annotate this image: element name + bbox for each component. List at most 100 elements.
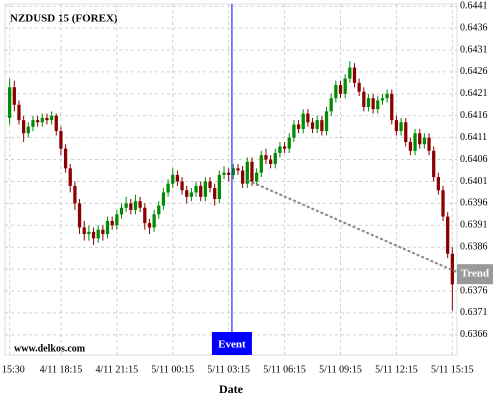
- candle-body: [254, 172, 259, 182]
- y-tick-label: 0.6366: [460, 329, 488, 340]
- candle-body: [329, 98, 333, 112]
- candle-body: [259, 155, 263, 173]
- candle-body: [315, 120, 319, 129]
- candle-body: [301, 113, 305, 129]
- candle-body: [143, 207, 147, 224]
- candle-body: [306, 113, 310, 123]
- candle-body: [446, 216, 450, 254]
- x-tick-label: 1 15:30: [0, 364, 25, 375]
- candle-body: [250, 161, 254, 182]
- candle-body: [287, 137, 291, 149]
- candle-body: [357, 82, 361, 92]
- candle-body: [413, 133, 417, 151]
- candle-body: [213, 188, 217, 199]
- candle-body: [152, 214, 156, 228]
- candle-body: [82, 227, 86, 235]
- candle-body: [245, 161, 249, 184]
- candle-body: [199, 185, 203, 197]
- candle-body: [343, 78, 347, 94]
- event-label: Event: [218, 339, 246, 351]
- candle-body: [208, 181, 212, 189]
- x-tick-label: 5/11 06:15: [263, 364, 306, 375]
- candle-body: [418, 133, 422, 145]
- candle-body: [390, 93, 394, 121]
- candle-body: [422, 137, 427, 145]
- x-axis-label: Date: [219, 382, 244, 396]
- y-tick-label: 0.6376: [460, 285, 488, 296]
- candle-body: [45, 117, 49, 121]
- candle-body: [138, 201, 142, 208]
- candle-body: [227, 172, 231, 175]
- candle-body: [404, 122, 408, 143]
- candle-body: [394, 120, 399, 132]
- x-tick-label: 5/11 12:15: [375, 364, 418, 375]
- x-tick-label: 4/11 18:15: [40, 364, 83, 375]
- candle-body: [189, 192, 194, 197]
- candle-body: [334, 85, 338, 99]
- candle-body: [77, 203, 82, 228]
- candle-body: [385, 93, 389, 99]
- y-tick-label: 0.6426: [460, 66, 488, 77]
- candle-body: [119, 207, 124, 215]
- y-tick-label: 0.6396: [460, 198, 488, 209]
- candle-body: [222, 172, 226, 175]
- y-tick-label: 0.6421: [460, 88, 488, 99]
- candle-body: [282, 146, 287, 149]
- event-label-box: [211, 332, 252, 355]
- candle-body: [91, 231, 96, 239]
- candle-body: [31, 120, 35, 127]
- y-tick-label: 0.6406: [460, 154, 488, 165]
- candle-body: [408, 142, 413, 151]
- candle-body: [96, 229, 100, 239]
- candle-body: [101, 229, 105, 235]
- candle-body: [236, 168, 240, 171]
- trend-line: [246, 179, 458, 274]
- candle-body: [432, 150, 436, 178]
- candle-body: [73, 185, 77, 204]
- trend-label-box: [457, 264, 493, 285]
- x-tick-label: 5/11 09:15: [319, 364, 362, 375]
- candle-body: [171, 174, 175, 184]
- candle-body: [366, 98, 371, 107]
- y-tick-label: 0.6441: [460, 0, 488, 11]
- candle-body: [194, 185, 198, 193]
- candle-body: [324, 111, 329, 132]
- candle-body: [264, 155, 268, 160]
- candle-body: [124, 203, 128, 208]
- candle-body: [166, 183, 170, 193]
- candle-body: [231, 168, 235, 175]
- candle-body: [241, 170, 245, 184]
- candle-body: [175, 174, 180, 182]
- candle-body: [320, 120, 324, 132]
- candle-body: [217, 174, 221, 199]
- candle-body: [129, 203, 133, 210]
- plot-area: [4, 3, 458, 356]
- candle-body: [362, 91, 366, 107]
- candle-body: [185, 190, 189, 197]
- x-tick-label: 5/11 15:15: [431, 364, 474, 375]
- candle-body: [273, 152, 277, 164]
- candle-body: [87, 231, 91, 235]
- candle-body: [436, 177, 440, 191]
- candle-body: [133, 201, 138, 210]
- candle-body: [427, 137, 431, 151]
- y-tick-label: 0.6391: [460, 220, 488, 231]
- y-tick-label: 0.6386: [460, 241, 488, 252]
- candle-body: [35, 120, 40, 123]
- candle-body: [376, 100, 380, 110]
- candle-body: [68, 168, 72, 186]
- candle-body: [371, 98, 375, 110]
- candle-body: [115, 214, 119, 226]
- candle-body: [110, 220, 114, 226]
- candle-body: [203, 181, 208, 197]
- candle-body: [380, 98, 385, 101]
- chart-title: NZDUSD 15 (FOREX): [10, 13, 118, 25]
- candle-body: [310, 122, 315, 129]
- candle-body: [441, 190, 445, 217]
- candle-body: [22, 120, 26, 134]
- x-tick-label: 5/11 03:15: [207, 364, 250, 375]
- candle-body: [157, 205, 161, 215]
- x-tick-label: 4/11 21:15: [95, 364, 138, 375]
- candle-body: [17, 104, 21, 121]
